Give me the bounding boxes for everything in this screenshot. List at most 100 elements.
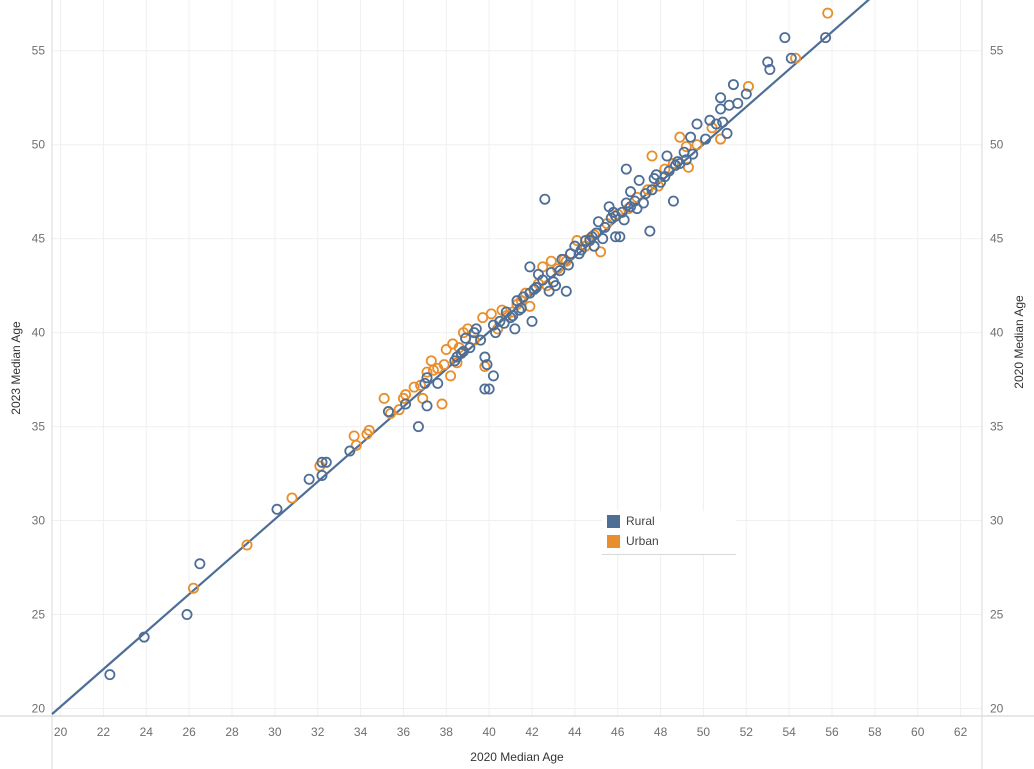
point-rural bbox=[421, 372, 433, 384]
point-urban bbox=[822, 7, 834, 19]
point-urban bbox=[393, 404, 405, 416]
point-urban bbox=[348, 430, 360, 442]
data-points bbox=[104, 7, 834, 681]
point-urban bbox=[363, 424, 375, 436]
point-rural bbox=[344, 445, 356, 457]
point-rural bbox=[481, 359, 493, 371]
legend-item-rural[interactable]: Rural bbox=[602, 511, 736, 531]
point-urban bbox=[674, 131, 686, 143]
point-urban bbox=[691, 139, 703, 151]
point-urban bbox=[408, 381, 420, 393]
x-tick-label: 48 bbox=[654, 725, 668, 739]
y-right-tick-label: 25 bbox=[990, 608, 1004, 622]
point-rural bbox=[181, 609, 193, 621]
y-tick-label: 25 bbox=[32, 608, 46, 622]
legend-swatch-rural bbox=[607, 514, 620, 528]
point-rural bbox=[320, 456, 332, 468]
point-rural bbox=[515, 302, 527, 314]
point-rural bbox=[524, 261, 536, 273]
point-rural bbox=[685, 131, 697, 143]
x-tick-label: 28 bbox=[225, 725, 239, 739]
point-rural bbox=[667, 195, 679, 207]
point-rural bbox=[539, 193, 551, 205]
point-rural bbox=[479, 351, 491, 363]
y-axis-right-ticks: 20 25 30 35 40 45 50 55 bbox=[990, 44, 1004, 716]
point-rural bbox=[644, 225, 656, 237]
point-rural bbox=[785, 52, 797, 64]
legend[interactable]: Rural Urban bbox=[602, 511, 736, 555]
point-rural bbox=[717, 116, 729, 128]
legend-label-rural: Rural bbox=[626, 514, 655, 528]
y-right-tick-label: 20 bbox=[990, 701, 1004, 715]
point-rural bbox=[691, 118, 703, 130]
point-rural bbox=[464, 342, 476, 354]
y-tick-label: 45 bbox=[32, 232, 46, 246]
point-rural bbox=[562, 259, 574, 271]
point-rural bbox=[455, 347, 467, 359]
series-rural bbox=[104, 32, 832, 681]
point-urban bbox=[545, 255, 557, 267]
gridlines bbox=[52, 0, 982, 716]
point-rural bbox=[483, 383, 495, 395]
point-rural bbox=[646, 184, 658, 196]
point-rural bbox=[727, 79, 739, 91]
point-rural bbox=[663, 165, 675, 177]
x-tick-label: 34 bbox=[354, 725, 368, 739]
x-tick-label: 30 bbox=[268, 725, 282, 739]
series-urban bbox=[187, 7, 834, 594]
point-rural bbox=[412, 421, 424, 433]
point-rural bbox=[779, 32, 791, 44]
x-tick-label: 36 bbox=[397, 725, 411, 739]
point-urban bbox=[646, 150, 658, 162]
x-tick-label: 24 bbox=[140, 725, 154, 739]
point-rural bbox=[530, 282, 542, 294]
point-rural bbox=[479, 383, 491, 395]
point-rural bbox=[487, 370, 499, 382]
point-urban bbox=[485, 308, 497, 320]
y-right-tick-label: 50 bbox=[990, 138, 1004, 152]
point-rural bbox=[537, 274, 549, 286]
point-rural bbox=[614, 231, 626, 243]
y-axis-ticks: 20 25 30 35 40 45 50 55 bbox=[32, 44, 46, 716]
x-tick-label: 50 bbox=[697, 725, 711, 739]
y-tick-label: 55 bbox=[32, 44, 46, 58]
x-tick-label: 46 bbox=[611, 725, 625, 739]
x-tick-label: 42 bbox=[525, 725, 539, 739]
point-rural bbox=[590, 227, 602, 239]
legend-label-urban: Urban bbox=[626, 534, 659, 548]
y-axis-title: 2023 Median Age bbox=[9, 321, 23, 415]
x-tick-label: 62 bbox=[954, 725, 968, 739]
point-rural bbox=[597, 233, 609, 245]
point-rural bbox=[528, 283, 540, 295]
point-rural bbox=[618, 214, 630, 226]
point-rural bbox=[637, 197, 649, 209]
point-rural bbox=[138, 631, 150, 643]
point-urban bbox=[440, 344, 452, 356]
point-rural bbox=[672, 156, 684, 168]
point-rural bbox=[487, 319, 499, 331]
point-rural bbox=[475, 334, 487, 346]
point-rural bbox=[661, 150, 673, 162]
point-urban bbox=[421, 366, 433, 378]
point-rural bbox=[620, 163, 632, 175]
point-urban bbox=[451, 357, 463, 369]
y-right-tick-label: 45 bbox=[990, 232, 1004, 246]
point-rural bbox=[543, 285, 555, 297]
y-tick-label: 20 bbox=[32, 701, 46, 715]
point-urban bbox=[286, 492, 298, 504]
point-rural bbox=[556, 253, 568, 265]
x-tick-label: 38 bbox=[440, 725, 454, 739]
point-rural bbox=[715, 92, 727, 104]
point-urban bbox=[680, 141, 692, 153]
x-tick-label: 32 bbox=[311, 725, 325, 739]
point-urban bbox=[742, 80, 754, 92]
point-rural bbox=[648, 173, 660, 185]
point-rural bbox=[526, 315, 538, 327]
x-tick-label: 44 bbox=[568, 725, 582, 739]
point-rural bbox=[820, 32, 832, 44]
point-rural bbox=[610, 231, 622, 243]
point-rural bbox=[599, 221, 611, 233]
legend-item-urban[interactable]: Urban bbox=[602, 531, 736, 551]
point-urban bbox=[350, 439, 362, 451]
